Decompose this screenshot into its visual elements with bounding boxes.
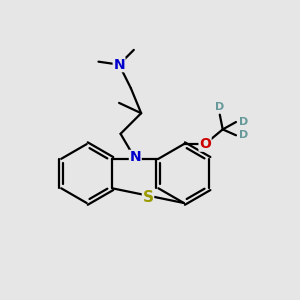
Text: N: N [130,150,141,164]
Text: N: N [113,58,125,72]
Text: D: D [239,130,248,140]
Text: S: S [142,190,154,205]
Text: D: D [215,102,224,112]
Text: D: D [239,117,248,127]
Text: O: O [199,137,211,151]
